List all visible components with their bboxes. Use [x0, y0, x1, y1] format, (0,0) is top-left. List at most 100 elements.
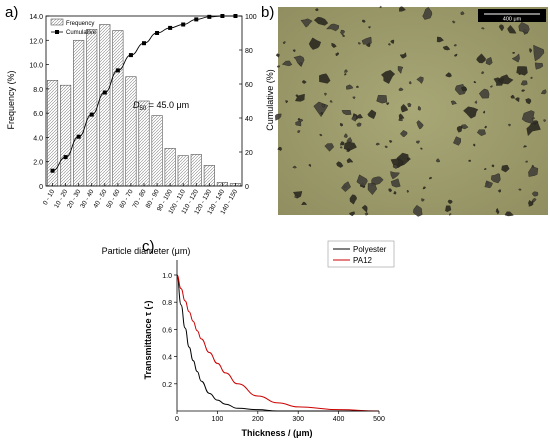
- particle: [292, 49, 296, 53]
- particle: [484, 180, 493, 189]
- y-axis-label: Frequency (%): [6, 70, 16, 129]
- particle: [518, 188, 522, 191]
- y-tick-label: 4.0: [33, 135, 43, 142]
- particle: [284, 100, 289, 104]
- y-axis-label-right: Cumulative (%): [265, 69, 275, 131]
- particle: [276, 65, 281, 68]
- particle: [301, 201, 308, 206]
- y-tick-label: 0: [39, 184, 43, 191]
- cumulative-marker: [89, 112, 94, 117]
- particle: [331, 42, 337, 49]
- x-tick-label: 0: [175, 416, 179, 423]
- particle: [298, 118, 304, 123]
- particle: [339, 146, 343, 149]
- cumulative-marker: [142, 41, 146, 46]
- particle: [346, 84, 354, 90]
- particle: [468, 159, 472, 162]
- particle: [329, 100, 333, 103]
- particle: [416, 76, 424, 84]
- particle: [453, 44, 457, 47]
- particle: [364, 212, 369, 216]
- x-tick-label: 500: [373, 416, 385, 423]
- particle: [297, 130, 301, 133]
- x-axis-label: Thickness / (μm): [241, 428, 312, 438]
- particle: [275, 53, 280, 58]
- particle: [520, 80, 528, 86]
- particle: [510, 94, 515, 99]
- particle: [445, 205, 452, 213]
- particle: [355, 85, 359, 88]
- particle: [398, 87, 404, 92]
- particle: [521, 89, 525, 92]
- particle: [400, 103, 409, 113]
- y-tick-label: 0.4: [162, 355, 172, 362]
- x-tick-label: 300: [292, 416, 304, 423]
- particle: [483, 168, 487, 170]
- series-line-polyester: [176, 274, 379, 412]
- particle: [484, 125, 487, 129]
- particle: [543, 119, 546, 122]
- y-tick-label: 0.2: [162, 382, 172, 389]
- particle: [516, 66, 528, 76]
- cumulative-marker: [155, 31, 160, 35]
- particle: [342, 34, 345, 37]
- y-tick-label-right: 0: [245, 184, 249, 191]
- particle: [399, 52, 407, 59]
- cumulative-marker: [63, 155, 68, 160]
- x-tick-label: 200: [252, 416, 264, 423]
- panel-label-a: a): [5, 4, 19, 21]
- particle: [349, 211, 355, 217]
- particle: [308, 163, 312, 168]
- particle: [416, 120, 424, 130]
- particle: [340, 122, 344, 127]
- y-tick-label: 2.0: [33, 160, 43, 167]
- particle: [275, 113, 282, 121]
- y-tick-label-right: 80: [245, 48, 253, 55]
- particle: [413, 204, 423, 217]
- particle: [344, 73, 347, 76]
- particle: [454, 53, 458, 57]
- particle: [473, 143, 476, 147]
- particle: [399, 6, 406, 12]
- particle: [335, 52, 339, 57]
- y-tick-label: 0.8: [162, 300, 172, 307]
- particle: [393, 190, 397, 195]
- d50-subscript: 50: [140, 106, 147, 112]
- particle: [450, 100, 457, 105]
- particle: [485, 57, 493, 66]
- particle: [336, 161, 344, 168]
- particle: [445, 72, 452, 78]
- particle: [346, 137, 353, 143]
- particle: [362, 19, 366, 23]
- particle: [532, 120, 539, 125]
- particle: [399, 130, 408, 137]
- legend: Frequency Cumulative: [50, 18, 97, 36]
- y-tick-label: 1.0: [162, 273, 172, 280]
- particle: [392, 164, 398, 169]
- particle: [397, 66, 404, 74]
- panel-label-c: c): [142, 238, 155, 255]
- particle: [301, 80, 307, 84]
- cumulative-marker: [115, 68, 120, 73]
- scale-bar-label: 400 μm: [503, 17, 522, 23]
- particle: [315, 8, 319, 12]
- particle: [422, 7, 433, 20]
- x-tick-label: 400: [333, 416, 345, 423]
- particle: [416, 140, 420, 144]
- particle: [482, 110, 486, 114]
- particle: [297, 118, 301, 121]
- particle: [324, 143, 335, 152]
- y-tick-label: 10.0: [29, 63, 43, 70]
- particle: [531, 198, 537, 203]
- particle: [495, 208, 499, 211]
- particle: [292, 165, 297, 169]
- particle: [387, 43, 391, 46]
- particle: [447, 199, 453, 204]
- y-tick-label-right: 20: [245, 150, 253, 157]
- particle: [388, 188, 393, 193]
- particle: [389, 140, 393, 144]
- particle: [407, 102, 412, 107]
- particle: [525, 160, 529, 163]
